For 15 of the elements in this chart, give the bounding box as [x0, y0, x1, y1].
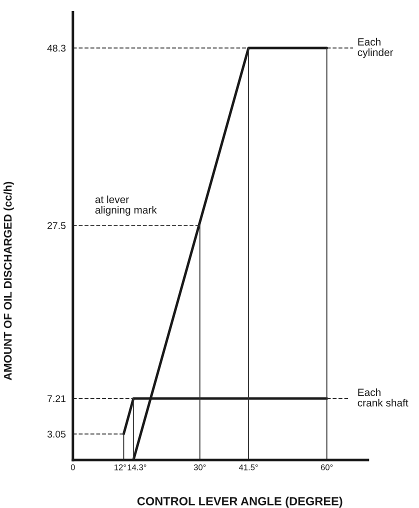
x-axis-title: CONTROL LEVER ANGLE (DEGREE) — [137, 496, 342, 508]
x-tick-label: 30° — [194, 464, 206, 470]
x-tick-label: 60° — [320, 464, 333, 470]
y-tick-label: 48.3 — [47, 44, 66, 52]
y-axis-title: AMOUNT OF OIL DISCHARGED (cc/h) — [4, 182, 14, 380]
x-tick-label: 14.3° — [128, 464, 146, 470]
x-tick-label: 0 — [70, 464, 75, 470]
annotation: at lever aligning mark — [95, 196, 157, 216]
x-tick-label: 41.5° — [238, 464, 258, 470]
text: Each crank shaft — [358, 388, 408, 407]
y-tick-label: 7.21 — [48, 395, 66, 402]
text: Each cylinder — [358, 38, 394, 58]
x-tick-label: 12° — [114, 464, 126, 470]
y-tick-label: 3.05 — [47, 430, 66, 438]
y-tick-label: 27.5 — [48, 222, 66, 230]
